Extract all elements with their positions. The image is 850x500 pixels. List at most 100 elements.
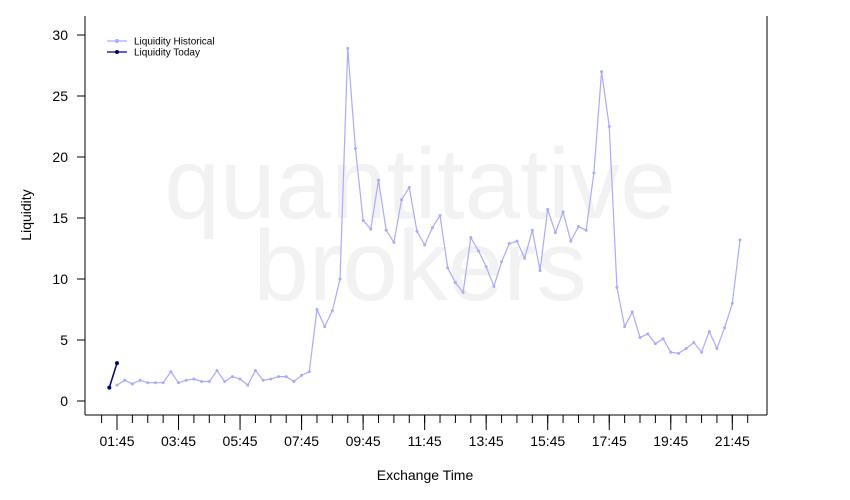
y-tick-label: 10 bbox=[52, 271, 68, 287]
data-point bbox=[238, 377, 242, 381]
data-point bbox=[723, 326, 727, 330]
data-point bbox=[615, 286, 619, 290]
x-tick-label: 11:45 bbox=[408, 433, 442, 449]
data-point bbox=[223, 379, 227, 383]
data-point bbox=[646, 332, 650, 336]
data-point bbox=[730, 301, 734, 305]
data-point bbox=[207, 379, 211, 383]
data-point bbox=[469, 236, 473, 240]
data-point bbox=[561, 210, 565, 214]
x-axis-label: Exchange Time bbox=[377, 467, 474, 483]
data-point bbox=[738, 238, 742, 242]
data-point bbox=[338, 277, 342, 281]
data-point bbox=[277, 375, 281, 379]
data-point bbox=[169, 370, 173, 374]
data-point bbox=[307, 370, 311, 374]
data-point bbox=[530, 228, 534, 232]
data-point bbox=[438, 214, 442, 218]
data-point bbox=[292, 379, 296, 383]
data-point bbox=[369, 227, 373, 231]
data-point bbox=[130, 382, 134, 386]
y-tick-label: 15 bbox=[52, 210, 68, 226]
data-point bbox=[114, 361, 119, 366]
y-tick-label: 25 bbox=[52, 88, 68, 104]
data-point bbox=[476, 249, 480, 253]
data-point bbox=[507, 242, 511, 246]
x-tick-label: 21:45 bbox=[715, 433, 750, 449]
data-point bbox=[323, 325, 327, 329]
data-point bbox=[661, 337, 665, 341]
data-point bbox=[353, 146, 357, 150]
series-line bbox=[108, 362, 118, 388]
data-point bbox=[123, 378, 127, 382]
data-point bbox=[400, 198, 404, 202]
y-axis-label: Liquidity bbox=[18, 189, 34, 240]
y-tick-label: 20 bbox=[52, 149, 68, 165]
data-point bbox=[246, 383, 250, 387]
data-point bbox=[377, 178, 381, 182]
data-point bbox=[430, 226, 434, 230]
data-point bbox=[230, 375, 234, 379]
data-point bbox=[192, 377, 196, 381]
data-point bbox=[215, 369, 219, 372]
data-point bbox=[592, 171, 596, 175]
data-point bbox=[546, 207, 550, 211]
data-point bbox=[584, 228, 588, 232]
data-point bbox=[523, 256, 527, 260]
data-point bbox=[446, 266, 450, 270]
data-point bbox=[423, 243, 427, 247]
data-point bbox=[315, 308, 319, 311]
y-tick-label: 30 bbox=[52, 27, 68, 43]
watermark: brokers bbox=[253, 210, 586, 322]
data-point bbox=[415, 229, 419, 233]
data-point bbox=[653, 342, 657, 346]
data-point bbox=[492, 284, 496, 288]
y-tick-label: 5 bbox=[60, 332, 68, 348]
data-point bbox=[638, 336, 642, 340]
data-point bbox=[253, 369, 257, 372]
x-tick-label: 03:45 bbox=[161, 433, 196, 449]
data-point bbox=[177, 381, 181, 385]
data-point bbox=[330, 309, 334, 313]
series-line bbox=[116, 48, 741, 387]
data-point bbox=[684, 347, 688, 351]
data-point bbox=[146, 381, 150, 385]
data-point bbox=[284, 375, 288, 379]
data-point bbox=[161, 381, 165, 385]
data-point bbox=[553, 231, 557, 235]
data-point bbox=[576, 225, 580, 229]
data-point bbox=[115, 383, 119, 387]
data-point bbox=[607, 125, 611, 128]
legend-label: Liquidity Historical bbox=[134, 37, 215, 48]
x-tick-label: 13:45 bbox=[469, 433, 504, 449]
data-point bbox=[407, 186, 411, 189]
data-point bbox=[500, 260, 504, 264]
data-point bbox=[184, 378, 188, 382]
data-point bbox=[630, 310, 634, 314]
data-point bbox=[461, 290, 465, 294]
data-point bbox=[515, 239, 519, 243]
data-point bbox=[538, 268, 542, 272]
x-tick-label: 07:45 bbox=[284, 433, 319, 449]
legend-label: Liquidity Today bbox=[134, 48, 200, 59]
data-point bbox=[569, 239, 573, 243]
data-point bbox=[692, 340, 696, 344]
data-point bbox=[261, 378, 265, 382]
data-point bbox=[384, 228, 388, 232]
data-point bbox=[346, 46, 350, 50]
data-point bbox=[700, 350, 704, 354]
data-point bbox=[600, 70, 604, 74]
legend-marker bbox=[115, 39, 119, 43]
data-point bbox=[107, 385, 112, 390]
data-point bbox=[669, 350, 673, 354]
y-tick-label: 0 bbox=[60, 393, 68, 409]
data-point bbox=[153, 381, 157, 385]
x-tick-label: 19:45 bbox=[653, 433, 688, 449]
x-tick-label: 05:45 bbox=[223, 433, 258, 449]
data-point bbox=[138, 378, 142, 382]
data-point bbox=[676, 351, 680, 355]
x-tick-label: 15:45 bbox=[530, 433, 565, 449]
data-point bbox=[484, 265, 488, 269]
data-point bbox=[392, 240, 396, 244]
